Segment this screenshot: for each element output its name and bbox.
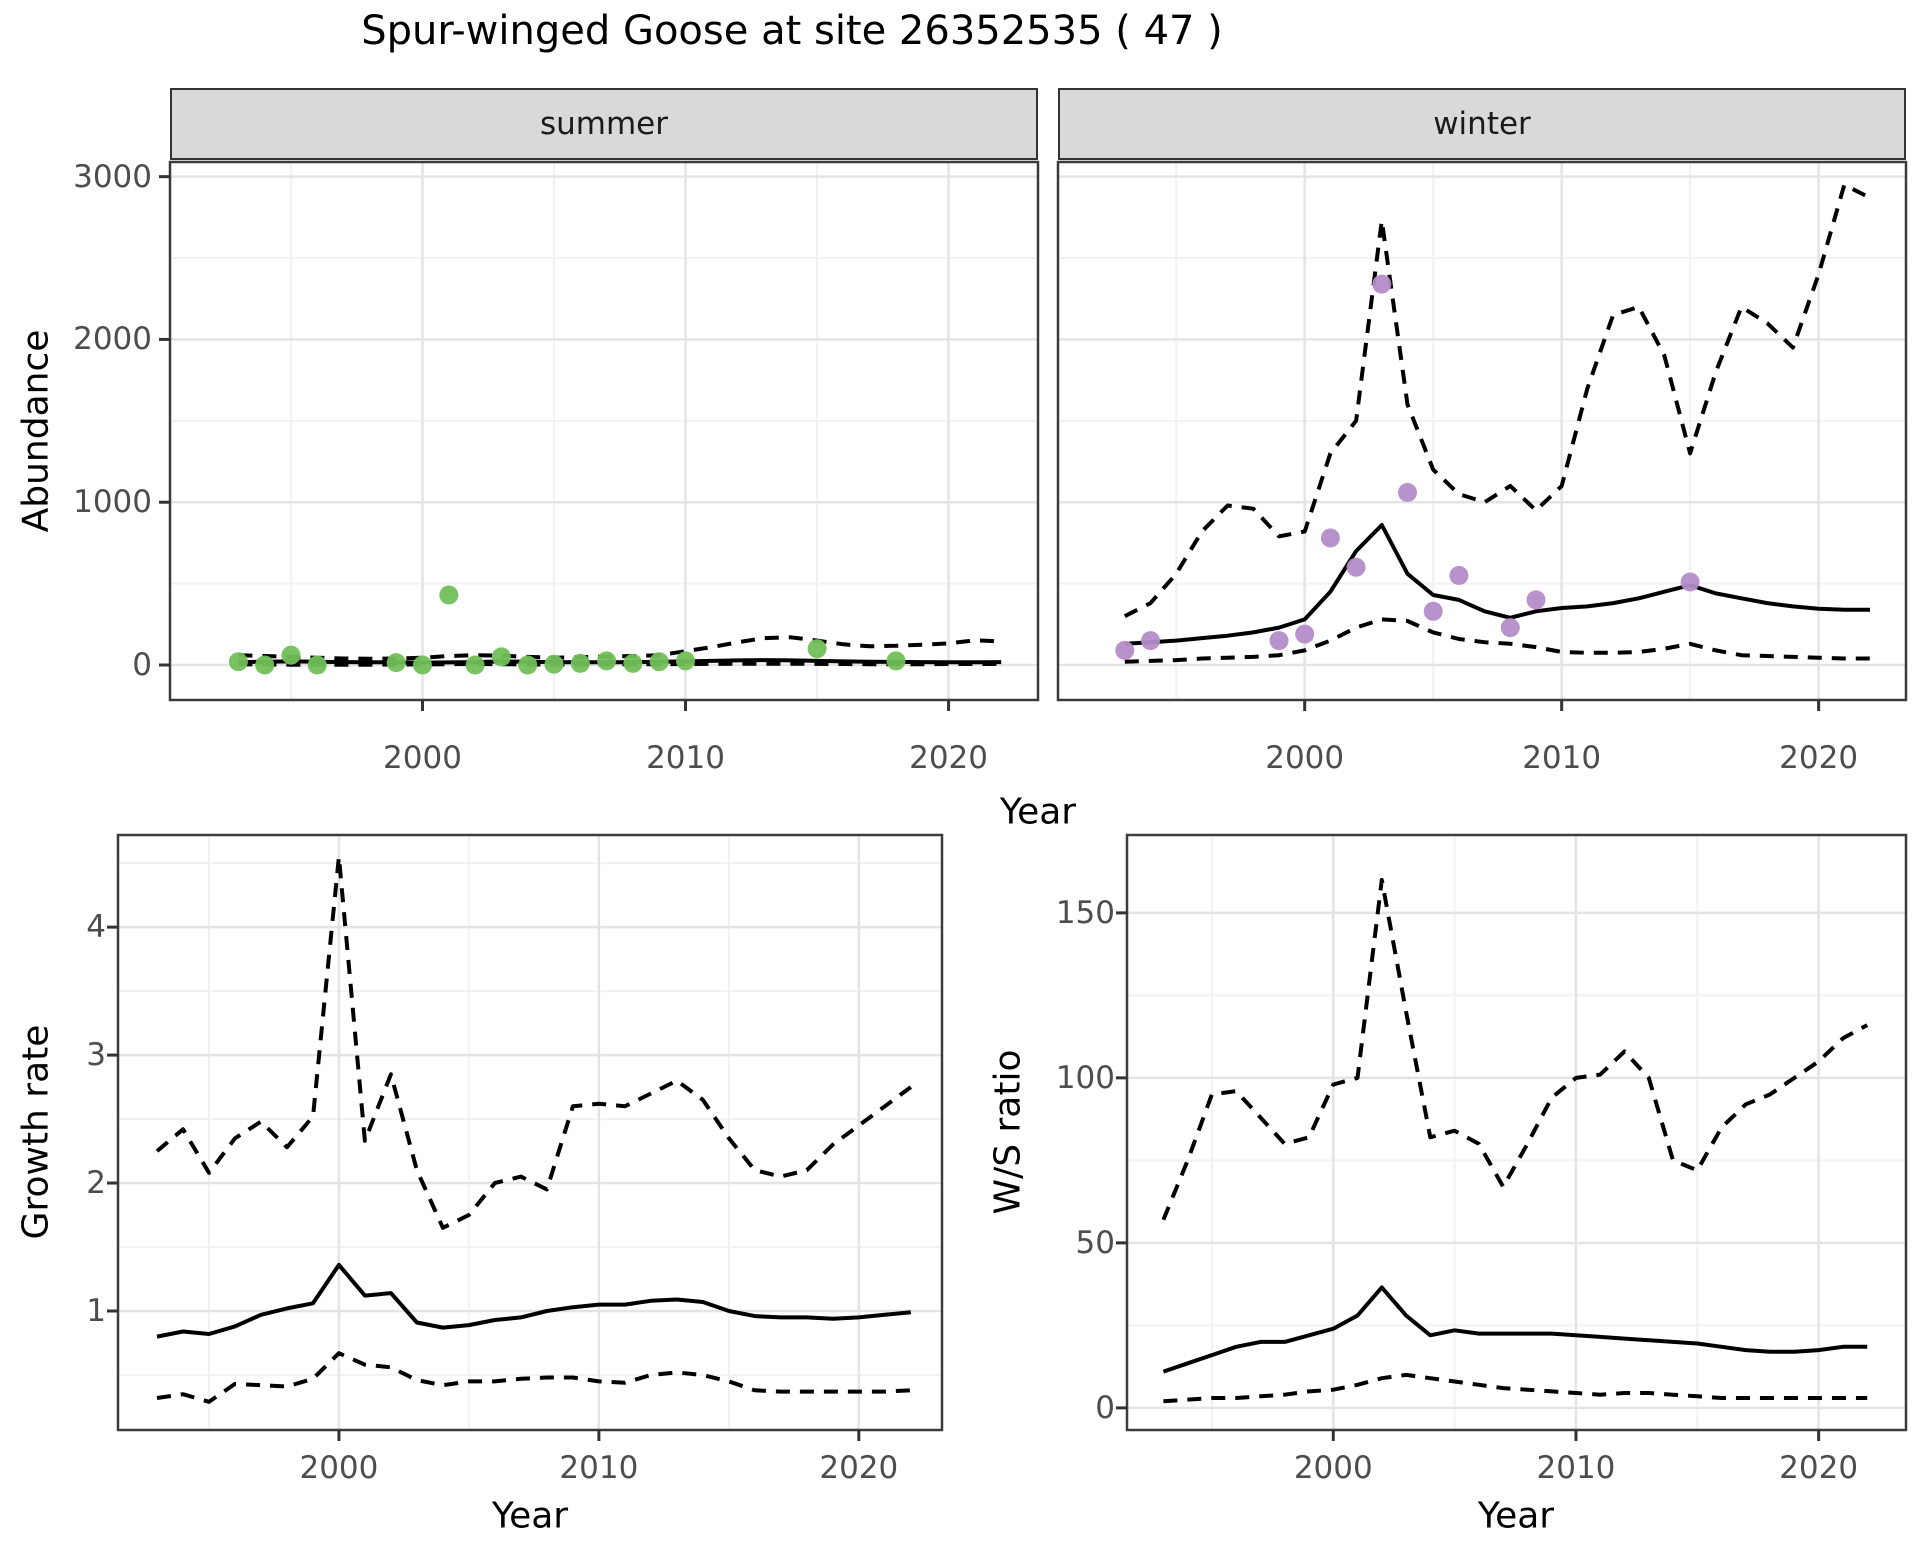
abundance-winter-observed-point [1346,557,1366,577]
y-tick-label: 3 [86,1037,106,1074]
x-tick-label: 2010 [1522,740,1602,776]
y-tick-label: 4 [86,909,106,946]
abundance-winter-lower_ci-line [1124,617,1870,664]
facet-strip-summer-label: summer [539,106,668,142]
abundance-summer-observed-point [491,647,511,667]
abundance-winter-observed-point [1269,631,1289,651]
abundance-summer-observed-point [649,652,669,672]
panel-growth-rate [107,833,944,1441]
y-tick-label: 2000 [73,321,152,358]
facet-strip-winter-label: winter [1433,106,1531,142]
abundance-summer-observed-point [676,651,695,671]
x-axis-title-year-bottom-right: Year [1477,1495,1555,1537]
abundance-summer-observed-point [439,585,459,605]
abundance-summer-upper_ci-line [238,635,1002,661]
abundance-winter-observed-point [1295,624,1315,644]
abundance-summer-lower_ci-line [238,661,1002,667]
abundance-summer-observed-point [307,655,327,675]
panel-ws-ratio [1116,833,1908,1441]
y-tick-label: 0 [132,647,152,683]
growth-rate-upper_ci-line [155,854,912,1230]
x-tick-label: 2010 [646,740,725,776]
y-tick-label: 0 [1095,1389,1115,1426]
abundance-winter-observed-point [1372,274,1392,294]
abundance-winter-observed-point [1449,566,1469,585]
abundance-summer-observed-point [281,645,301,665]
x-tick-label: 2010 [559,1450,639,1486]
x-tick-label: 2000 [383,740,462,776]
y-axis-title-ws-ratio: W/S ratio [987,1049,1029,1215]
chart-title: Spur-winged Goose at site 26352535 ( 47 … [361,8,1223,54]
x-tick-label: 2020 [1779,1450,1859,1486]
y-tick-label: 150 [1055,894,1115,931]
y-axis-title-abundance: Abundance [15,329,57,533]
growth-rate-lower_ci-line [156,1351,911,1404]
x-tick-label: 2000 [1293,1450,1373,1486]
abundance-winter-observed-point [1423,601,1443,621]
facet-strip-winter: winter [1058,88,1906,160]
abundance-summer-observed-point [518,655,538,675]
abundance-winter-observed-point [1398,483,1417,502]
x-axis-title-year-bottom-left: Year [491,1495,569,1537]
abundance-winter-observed-point [1526,590,1546,610]
y-tick-label: 100 [1055,1059,1115,1096]
abundance-winter-observed-point [1500,618,1520,638]
y-tick-label: 1000 [73,484,152,521]
y-tick-label: 3000 [73,158,152,195]
panel-abundance-summer [159,160,1040,711]
abundance-summer-observed-point [413,655,432,675]
x-tick-label: 2020 [1779,740,1859,776]
y-axis-title-growth-rate: Growth rate [15,1024,57,1240]
abundance-summer-observed-point [623,653,643,673]
abundance-winter-observed-point [1141,631,1160,651]
abundance-summer-observed-point [255,655,275,675]
ws-ratio-upper_ci-line [1161,877,1869,1221]
abundance-summer-fit-line [238,658,1002,665]
abundance-summer-observed-point [597,651,617,671]
x-tick-label: 2020 [909,740,989,776]
facet-strip-summer: summer [170,88,1038,160]
y-tick-label: 1 [86,1293,106,1329]
ws-ratio-lower_ci-line [1163,1372,1868,1404]
abundance-summer-observed-point [386,653,406,673]
abundance-summer-observed-point [544,654,564,674]
x-tick-label: 2000 [1265,740,1345,776]
x-tick-label: 2020 [819,1450,899,1486]
ws-ratio-fit-line [1162,1285,1868,1374]
abundance-winter-upper_ci-line [1123,182,1871,618]
growth-rate-fit-line [156,1262,911,1339]
abundance-winter-observed-point [1680,572,1700,592]
panel-abundance-winter [1056,160,1908,711]
y-tick-label: 50 [1075,1224,1115,1261]
x-axis-title-year-top: Year [999,791,1077,833]
x-tick-label: 2010 [1536,1450,1616,1486]
y-tick-label: 2 [86,1165,106,1202]
abundance-winter-fit-line [1124,523,1870,646]
abundance-summer-observed-point [886,651,906,671]
abundance-summer-observed-point [465,655,485,675]
abundance-summer-observed-point [807,639,827,659]
abundance-summer-observed-point [228,652,248,672]
abundance-summer-observed-point [570,653,590,673]
x-tick-label: 2000 [299,1450,379,1486]
abundance-winter-observed-point [1115,640,1135,660]
abundance-winter-observed-point [1320,528,1340,548]
